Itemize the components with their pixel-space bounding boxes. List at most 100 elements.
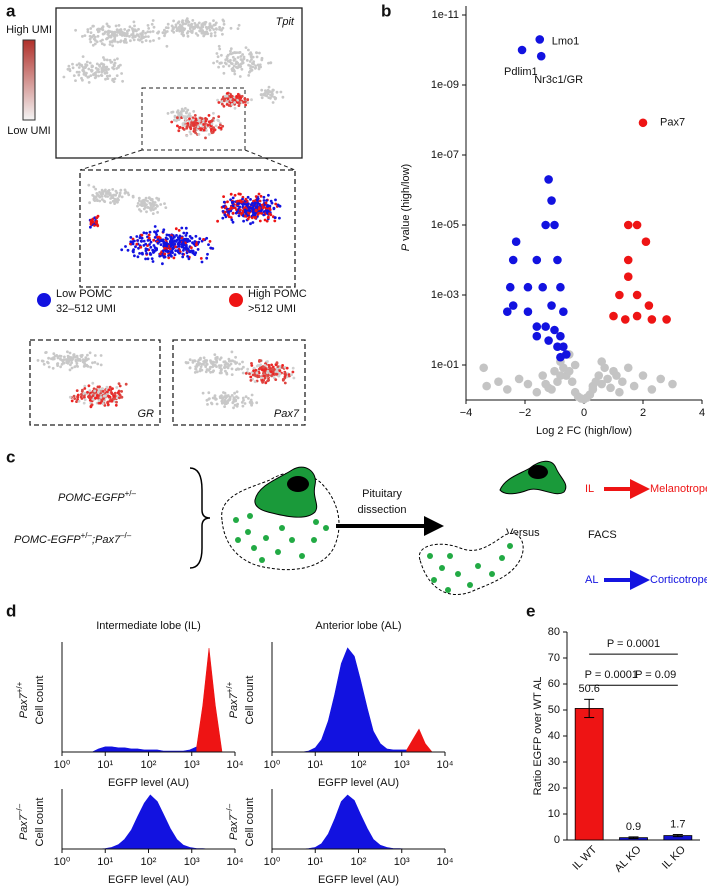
point [556,282,565,292]
tsne-point [142,244,146,247]
point [623,363,633,373]
tsne-point [102,56,105,59]
tsne-point [100,62,103,66]
x-tick-label: 10⁰ [264,759,281,771]
tsne-point [170,111,174,114]
x-tick-label: 10³ [394,759,410,771]
tsne-point [214,398,218,401]
tsne-point [105,22,109,26]
tsne-point [239,199,243,203]
gene-label: Pax7 [274,408,300,420]
tsne-point [99,354,103,357]
tsne-point [62,361,66,365]
tsne-point [262,195,266,199]
tsne-point [93,354,97,357]
tsne-point [114,24,118,28]
tsne-point [267,61,270,65]
tsne-point [257,371,261,375]
point [621,315,630,324]
tsne-point [142,231,146,235]
tsne-point [177,242,180,246]
tsne-point [260,88,264,92]
tsne-point [80,397,84,400]
point [532,387,542,397]
tsne-point [199,257,203,260]
tsne-point [250,362,253,365]
tsne-point [95,221,98,225]
tsne-point [183,120,187,124]
tsne-point [212,19,215,22]
tsne-point [231,204,235,208]
tsne-point [261,206,265,210]
tsne-point [96,34,100,38]
tsne-point [203,361,207,364]
tsne-point [232,406,235,410]
tsne-point [209,32,213,35]
histogram-area [196,647,223,753]
tsne-point [151,248,155,252]
tsne-point [183,27,187,31]
point [547,196,556,205]
tsne-point [123,28,127,31]
tsne-point [106,32,110,36]
tsne-point [267,85,271,89]
tsne-point [231,55,235,59]
tsne-point [271,88,275,92]
tsne-point [262,213,266,217]
tsne-point [186,31,189,35]
tsne-point [116,40,120,44]
colorbar-label: Low UMI [7,125,50,137]
tsne-point [204,364,208,367]
tsne-point [265,199,269,202]
tsne-point [91,220,95,224]
tsne-point [212,23,216,27]
p-value: P = 0.0001 [607,638,660,650]
tsne-point [237,367,241,371]
tsne-point [75,400,78,403]
tsne-point [140,233,144,237]
tsne-point [105,74,109,78]
point [544,336,553,345]
point [532,322,542,331]
tsne-point [200,260,204,264]
tsne-point [177,237,181,241]
tsne-point [230,367,234,371]
tsne-point [205,398,209,402]
tsne-point [129,242,132,246]
tsne-point [205,30,209,33]
tsne-point [159,203,163,206]
tsne-point [120,72,123,75]
legend-label: Low POMC [56,288,112,300]
tsne-point [243,97,247,101]
tsne-point [169,239,172,243]
tsne-point [88,395,91,398]
tsne-point [267,96,271,99]
tsne-point [180,226,184,230]
tsne-point [181,255,185,259]
tsne-point [263,93,267,97]
x-tick-label: 10³ [184,856,200,868]
x-tick-label: 10⁴ [437,759,454,771]
tsne-point [275,369,279,372]
tsne-point [212,111,215,115]
genotype: POMC-EGFP+/–;Pax7–/– [14,531,132,546]
tsne-point [184,19,188,23]
tsne-point [233,72,237,76]
tsne-point [213,34,217,38]
tsne-point [197,133,201,136]
tsne-point [180,107,184,111]
tsne-point [256,198,259,202]
tsne-point [141,29,145,33]
tsne-point [174,25,178,29]
tsne-point [226,200,229,204]
tsne-point [89,365,93,369]
tsne-point [113,61,117,65]
tsne-point [237,192,241,196]
tsne-point [75,354,79,358]
tsne-point [215,27,218,31]
tsne-point [150,22,154,26]
tsne-point [101,390,105,393]
tsne-point [191,116,195,120]
tsne-point [240,67,244,71]
histogram-area [406,728,433,753]
